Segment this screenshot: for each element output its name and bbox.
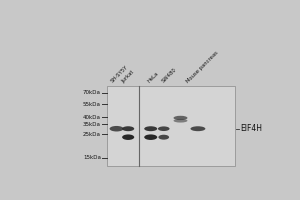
Ellipse shape — [144, 134, 157, 140]
Text: 55kDa: 55kDa — [83, 102, 101, 107]
Ellipse shape — [173, 116, 188, 120]
Ellipse shape — [110, 126, 124, 131]
Text: SH-SY5Y: SH-SY5Y — [110, 65, 129, 84]
Ellipse shape — [173, 119, 188, 123]
Ellipse shape — [122, 134, 134, 140]
Bar — [107, 86, 235, 166]
Text: HeLa: HeLa — [147, 71, 160, 84]
Ellipse shape — [144, 126, 157, 131]
Text: Mouse pancreas: Mouse pancreas — [185, 50, 219, 84]
Text: 25kDa: 25kDa — [83, 132, 101, 137]
Ellipse shape — [158, 135, 169, 140]
Text: 40kDa: 40kDa — [83, 115, 101, 120]
Ellipse shape — [122, 126, 134, 131]
Text: 70kDa: 70kDa — [83, 90, 101, 95]
Text: Jurkat: Jurkat — [121, 70, 136, 84]
Ellipse shape — [158, 126, 170, 131]
Text: 15kDa: 15kDa — [83, 155, 101, 160]
Text: SW480: SW480 — [161, 67, 178, 84]
Text: EIF4H: EIF4H — [240, 124, 262, 133]
Ellipse shape — [190, 126, 206, 131]
Text: 35kDa: 35kDa — [83, 122, 101, 127]
